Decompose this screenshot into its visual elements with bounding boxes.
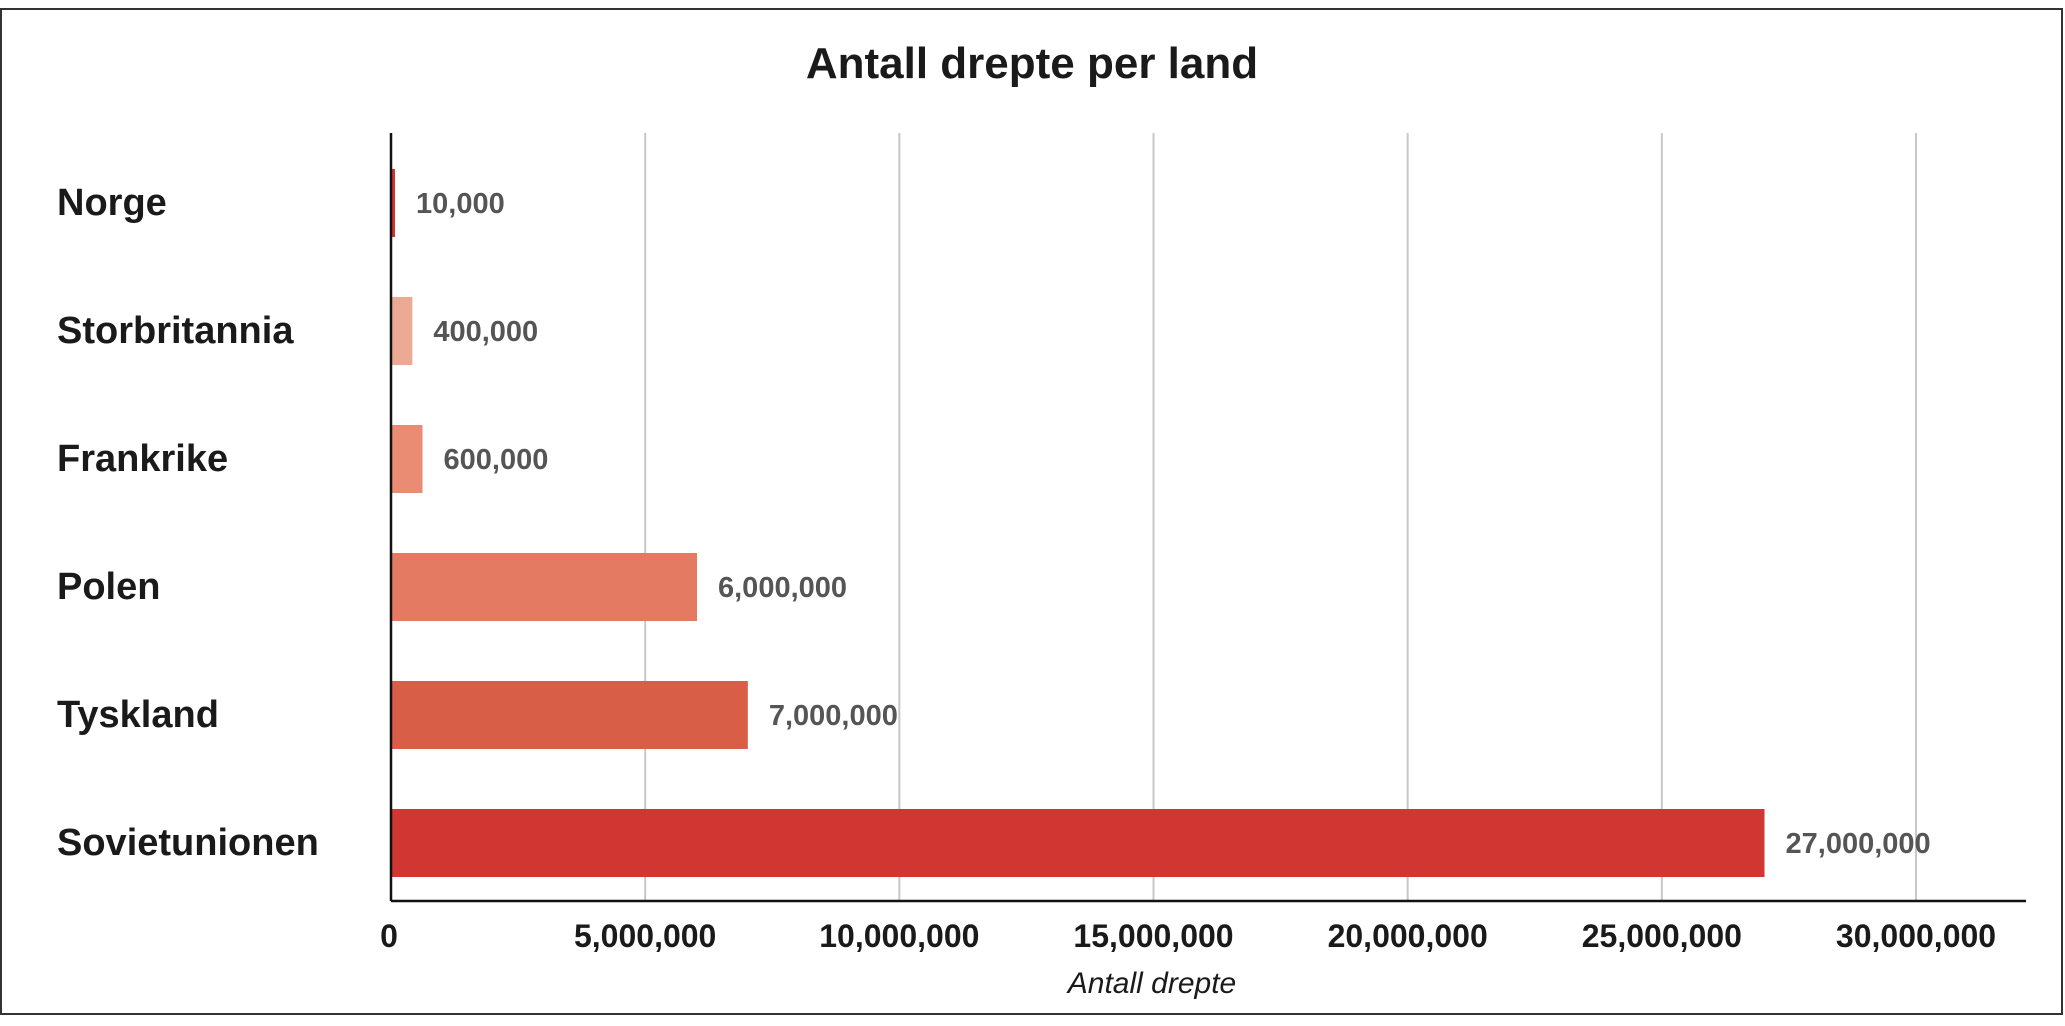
value-label: 10,000 xyxy=(416,188,505,220)
value-labels: 10,000 400,000 600,000 6,000,000 7,000,000 27… xyxy=(416,188,1931,860)
bars xyxy=(392,169,1765,877)
bar-polen xyxy=(392,553,697,621)
value-label: 27,000,000 xyxy=(1786,828,1931,860)
x-tick-label: 0 xyxy=(380,918,398,954)
category-label: Tyskland xyxy=(57,694,219,736)
bar-frankrike xyxy=(392,425,423,493)
gridlines xyxy=(644,133,1917,901)
category-label: Polen xyxy=(57,566,160,608)
x-tick-labels: 0 5,000,000 10,000,000 15,000,000 20,000,000… xyxy=(380,918,1996,954)
bar-sovietunionen xyxy=(392,809,1765,877)
x-axis-title: Antall drepte xyxy=(1066,967,1236,1000)
bar-storbritannia xyxy=(392,297,413,365)
value-label: 400,000 xyxy=(433,316,538,348)
value-label: 7,000,000 xyxy=(769,700,898,732)
x-tick-label: 30,000,000 xyxy=(1836,918,1996,954)
category-label: Frankrike xyxy=(57,438,228,480)
category-label: Sovietunionen xyxy=(57,822,319,864)
category-label: Norge xyxy=(57,182,167,224)
x-tick-label: 15,000,000 xyxy=(1073,918,1233,954)
chart-title: Antall drepte per land xyxy=(806,39,1258,88)
x-tick-label: 25,000,000 xyxy=(1582,918,1742,954)
category-label: Storbritannia xyxy=(57,310,294,352)
bar-tyskland xyxy=(392,681,748,749)
category-labels: Norge Storbritannia Frankrike Polen Tyskland… xyxy=(57,182,319,864)
bar-norge xyxy=(392,169,395,237)
x-tick-label: 5,000,000 xyxy=(574,918,716,954)
x-tick-label: 10,000,000 xyxy=(819,918,979,954)
x-tick-label: 20,000,000 xyxy=(1328,918,1488,954)
value-label: 6,000,000 xyxy=(718,572,847,604)
value-label: 600,000 xyxy=(444,444,549,476)
